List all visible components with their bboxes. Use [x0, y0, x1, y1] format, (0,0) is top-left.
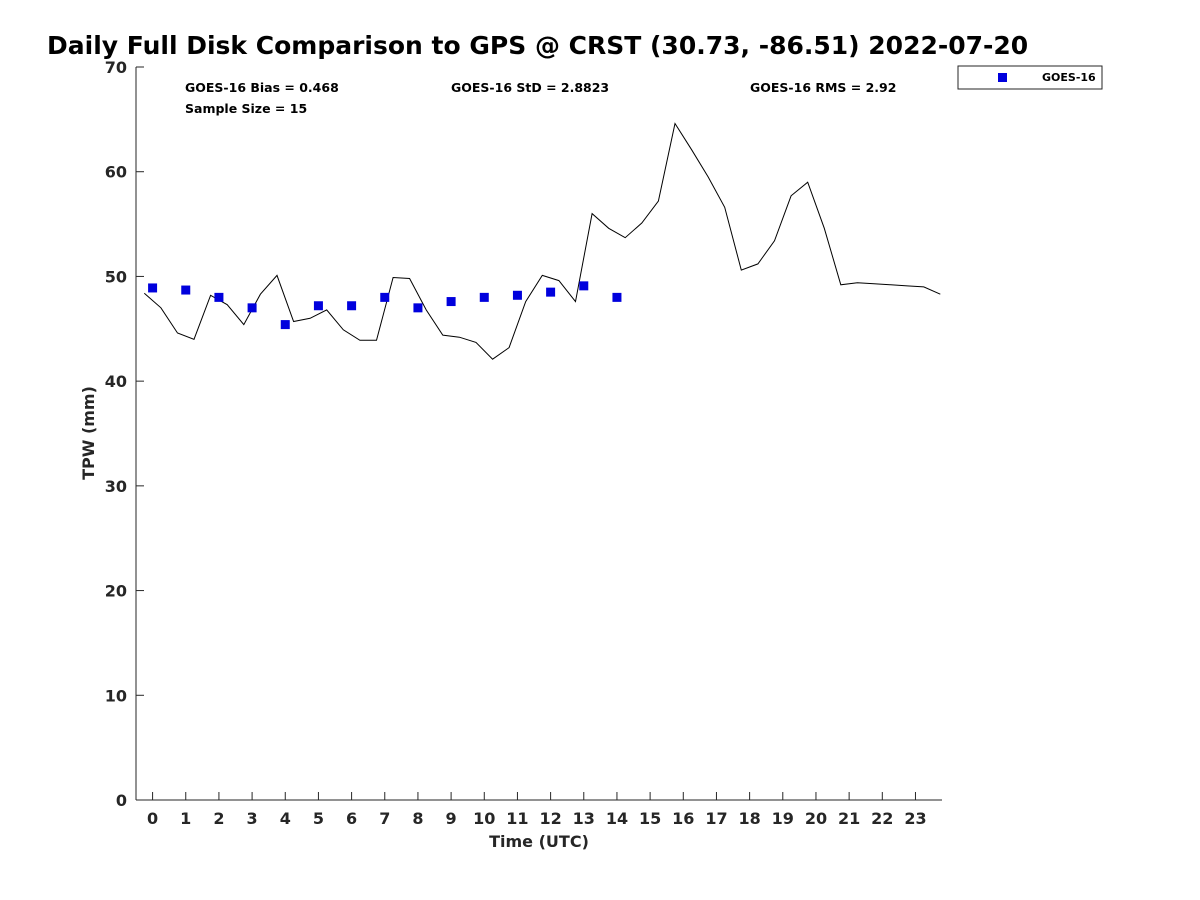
y-tick-label: 50 [105, 267, 127, 286]
x-tick-label: 11 [506, 809, 528, 828]
x-tick-label: 4 [280, 809, 291, 828]
x-tick-label: 21 [838, 809, 860, 828]
gps-tpw-line [143, 122, 941, 360]
x-tick-label: 23 [904, 809, 926, 828]
goes16-point [313, 301, 323, 311]
x-tick-label: 2 [213, 809, 224, 828]
y-axis-label: TPW (mm) [79, 386, 98, 480]
y-tick-label: 0 [116, 791, 127, 810]
stat-sample-size: Sample Size = 15 [185, 101, 307, 116]
y-tick-label: 40 [105, 372, 127, 391]
x-tick-label: 9 [446, 809, 457, 828]
stat-bias: GOES-16 Bias = 0.468 [185, 80, 339, 95]
goes16-point [148, 283, 158, 293]
x-tick-label: 0 [147, 809, 158, 828]
goes16-point [247, 303, 257, 313]
x-tick-label: 12 [539, 809, 561, 828]
goes16-point [579, 281, 589, 291]
goes16-point [546, 287, 556, 297]
legend: GOES-16 [957, 65, 1103, 90]
goes16-point [512, 290, 522, 300]
stat-rms: GOES-16 RMS = 2.92 [750, 80, 896, 95]
x-tick-label: 22 [871, 809, 893, 828]
goes16-point [612, 292, 622, 302]
y-tick-label: 20 [105, 582, 127, 601]
goes16-point [347, 301, 357, 311]
legend-marker-goes16 [998, 73, 1007, 82]
x-tick-label: 6 [346, 809, 357, 828]
legend-box [957, 65, 1103, 90]
goes16-point [446, 297, 456, 307]
x-tick-label: 3 [247, 809, 258, 828]
x-tick-label: 20 [805, 809, 827, 828]
x-tick-label: 16 [672, 809, 694, 828]
x-tick-label: 17 [705, 809, 727, 828]
x-tick-label: 5 [313, 809, 324, 828]
y-tick-label: 10 [105, 686, 127, 705]
x-axis-label: Time (UTC) [489, 832, 589, 851]
x-tick-label: 7 [379, 809, 390, 828]
plot-axes-frame [136, 67, 942, 800]
goes16-point [380, 292, 390, 302]
x-tick-label: 1 [180, 809, 191, 828]
x-tick-label: 10 [473, 809, 495, 828]
y-tick-label: 30 [105, 477, 127, 496]
x-tick-label: 18 [738, 809, 760, 828]
goes16-point [214, 292, 224, 302]
chart-title: Daily Full Disk Comparison to GPS @ CRST… [47, 31, 1028, 60]
y-tick-label: 60 [105, 163, 127, 182]
goes16-point [413, 303, 423, 313]
x-tick-label: 14 [606, 809, 628, 828]
x-tick-label: 13 [573, 809, 595, 828]
legend-label-goes16: GOES-16 [1042, 71, 1096, 84]
x-tick-label: 15 [639, 809, 661, 828]
x-tick-label: 8 [412, 809, 423, 828]
stat-std: GOES-16 StD = 2.8823 [451, 80, 609, 95]
y-tick-label: 70 [105, 58, 127, 77]
goes16-point [181, 285, 191, 295]
goes16-point [280, 320, 290, 330]
goes16-point [479, 292, 489, 302]
x-tick-label: 19 [772, 809, 794, 828]
